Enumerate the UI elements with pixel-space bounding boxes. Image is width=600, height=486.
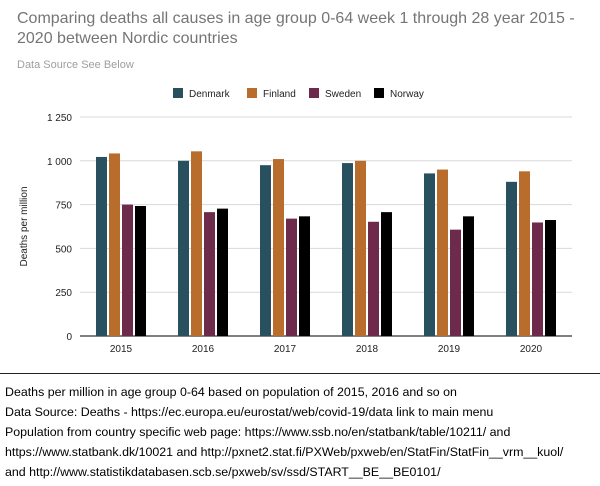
- bar-sweden-2018: [368, 221, 379, 336]
- legend-swatch-denmark: [173, 88, 183, 98]
- legend-label-denmark: Denmark: [189, 89, 231, 100]
- bar-norway-2016: [217, 208, 228, 336]
- bar-sweden-2017: [286, 218, 297, 336]
- bar-sweden-2016: [204, 212, 215, 336]
- y-axis-label: Deaths per million: [19, 186, 30, 266]
- bar-denmark-2015: [96, 156, 107, 336]
- note-line: and http://www.statistikdatabasen.scb.se…: [5, 465, 441, 479]
- bar-denmark-2019: [424, 173, 435, 336]
- y-tick-label: 750: [55, 201, 72, 212]
- legend-label-sweden: Sweden: [325, 89, 361, 100]
- bar-finland-2017: [273, 159, 284, 336]
- bar-norway-2017: [299, 216, 310, 336]
- legend-label-norway: Norway: [390, 89, 424, 100]
- divider: [0, 373, 600, 374]
- x-tick-label: 2019: [438, 344, 461, 355]
- bar-finland-2019: [437, 169, 448, 336]
- bar-finland-2016: [191, 151, 202, 336]
- bar-denmark-2016: [178, 160, 189, 336]
- bar-finland-2020: [519, 171, 530, 336]
- x-tick-label: 2016: [192, 344, 215, 355]
- bar-denmark-2017: [260, 165, 271, 336]
- y-tick-label: 250: [55, 288, 72, 299]
- legend-label-finland: Finland: [263, 89, 296, 100]
- bar-sweden-2020: [532, 222, 543, 336]
- note-line: Deaths per million in age group 0-64 bas…: [5, 385, 457, 399]
- y-tick-label: 1 250: [47, 113, 72, 124]
- y-tick-label: 1 000: [47, 157, 72, 168]
- chart-subtitle: Data Source See Below: [17, 59, 134, 71]
- bar-norway-2020: [545, 220, 556, 336]
- x-tick-label: 2015: [110, 344, 133, 355]
- chart-panel: Comparing deaths all causes in age group…: [17, 10, 575, 355]
- bar-denmark-2018: [342, 163, 353, 336]
- legend-swatch-sweden: [309, 88, 319, 98]
- bar-sweden-2015: [122, 204, 133, 336]
- x-tick-label: 2018: [356, 344, 379, 355]
- x-tick-label: 2020: [520, 344, 543, 355]
- bar-sweden-2019: [450, 229, 461, 336]
- bar-norway-2015: [135, 206, 146, 336]
- note-line: Population from country specific web pag…: [5, 425, 511, 439]
- legend-swatch-finland: [247, 88, 257, 98]
- bar-chart: 0 250 500 750 1 000 1 250 Deaths per million 20…: [19, 88, 572, 355]
- source-notes: Deaths per million in age group 0-64 bas…: [5, 382, 599, 482]
- chart-title: Comparing deaths all causes in age group…: [17, 10, 575, 47]
- bar-finland-2018: [355, 160, 366, 336]
- bar-denmark-2020: [506, 181, 517, 336]
- x-tick-label: 2017: [274, 344, 297, 355]
- bar-norway-2018: [381, 212, 392, 336]
- bar-norway-2019: [463, 216, 474, 336]
- note-line: Data Source: Deaths - https://ec.europa.…: [5, 405, 494, 419]
- bar-finland-2015: [109, 153, 120, 336]
- note-line: https://www.statbank.dk/10021 and http:/…: [5, 445, 564, 459]
- y-tick-label: 0: [66, 332, 72, 343]
- y-tick-label: 500: [55, 244, 72, 255]
- legend-swatch-norway: [374, 88, 384, 98]
